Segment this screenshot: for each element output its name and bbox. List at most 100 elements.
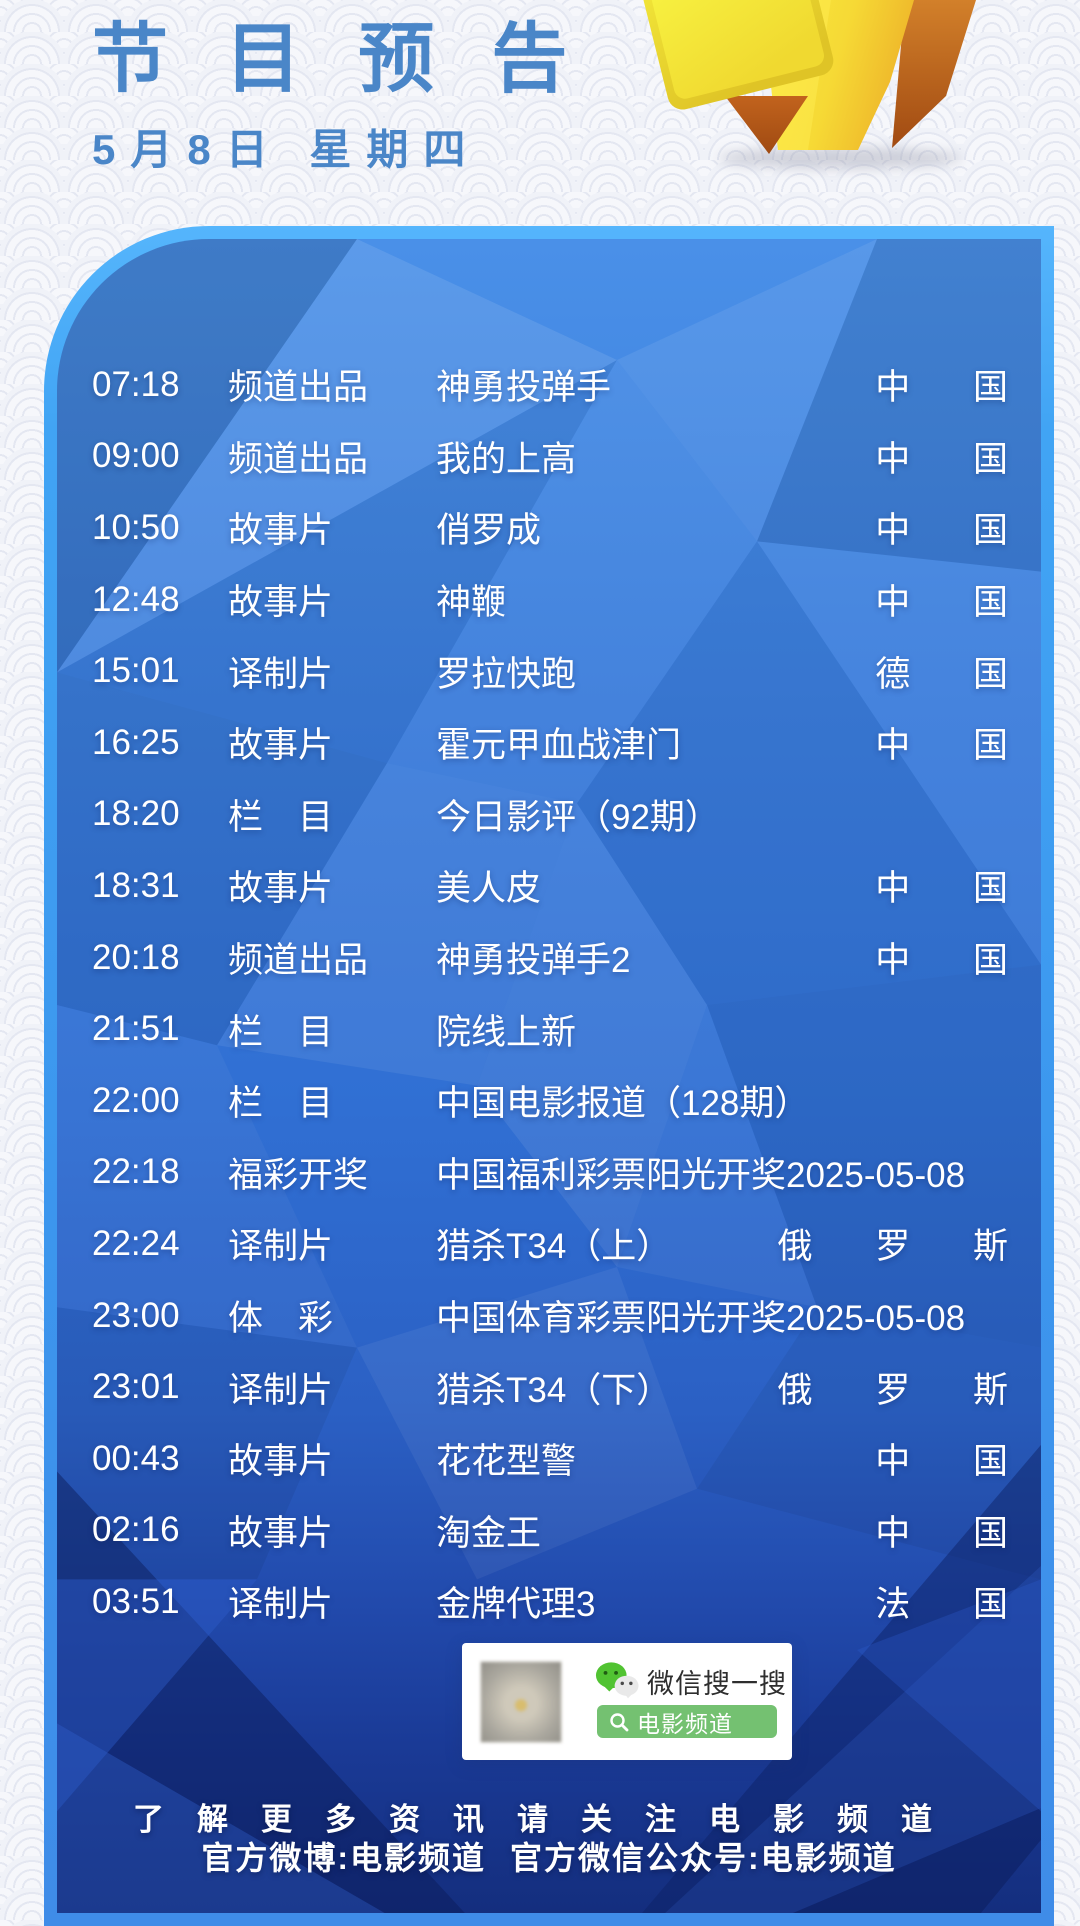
row-title: 我的上高 (436, 439, 577, 479)
row-time: 07:18 (92, 364, 180, 404)
row-title: 美人皮 (436, 869, 542, 909)
row-title: 神勇投弹手 (436, 368, 612, 408)
row-country: 俄 罗 斯 (777, 1227, 1008, 1267)
schedule-row: 22:18 福彩开奖 中国福利彩票阳光开奖2025-05-08 (92, 1137, 1008, 1209)
row-category: 译制片 (228, 1370, 334, 1410)
row-category: 故事片 (228, 511, 334, 551)
schedule-row: 23:01 译制片 猎杀T34（下） 俄 罗 斯 (92, 1351, 1008, 1423)
row-category: 译制片 (228, 1227, 334, 1267)
row-country: 中 国 (875, 511, 1008, 551)
schedule-panel: 07:18 频道出品 神勇投弹手 中 国 09:00 频道出品 我的上高 中 国… (44, 226, 1054, 1926)
row-title: 猎杀T34（上） (436, 1227, 672, 1267)
row-category: 故事片 (228, 726, 334, 766)
schedule-row: 02:16 故事片 淘金王 中 国 (92, 1495, 1008, 1567)
schedule-row: 12:48 故事片 神鞭 中 国 (92, 564, 1008, 636)
row-time: 10:50 (92, 507, 180, 547)
row-title: 院线上新 (436, 1012, 577, 1052)
page-header: 节 目 预 告 5月8日 星期四 (92, 18, 585, 177)
row-time: 12:48 (92, 579, 180, 619)
page-date: 5月8日 星期四 (92, 125, 481, 173)
row-time: 18:20 (92, 794, 180, 834)
row-time: 15:01 (92, 651, 180, 691)
row-category: 译制片 (228, 654, 334, 694)
schedule-row: 20:18 频道出品 神勇投弹手2 中 国 (92, 922, 1008, 994)
row-category: 频道出品 (228, 941, 369, 981)
schedule-row: 18:20 栏 目 今日影评（92期） (92, 779, 1008, 851)
channel-logo-icon (641, 0, 976, 169)
schedule-row: 10:50 故事片 俏罗成 中 国 (92, 492, 1008, 564)
row-time: 20:18 (92, 937, 180, 977)
row-country: 中 国 (875, 1442, 1008, 1482)
footer-weibo: 官方微博:电影频道 (201, 1840, 486, 1876)
row-country: 中 国 (875, 1513, 1008, 1553)
row-time: 18:31 (92, 865, 180, 905)
row-title: 俏罗成 (436, 511, 542, 551)
schedule-panel-background: 07:18 频道出品 神勇投弹手 中 国 09:00 频道出品 我的上高 中 国… (57, 239, 1041, 1913)
row-time: 23:01 (92, 1367, 180, 1407)
row-time: 16:25 (92, 722, 180, 762)
row-country: 中 国 (875, 583, 1008, 623)
row-title: 金牌代理3 (436, 1585, 596, 1625)
row-category: 译制片 (228, 1585, 334, 1625)
row-time: 00:43 (92, 1438, 180, 1478)
wechat-search-label: 微信搜一搜 (647, 1668, 787, 1699)
row-country: 中 国 (875, 368, 1008, 408)
row-title: 花花型警 (436, 1442, 577, 1482)
row-country: 俄 罗 斯 (777, 1370, 1008, 1410)
page-title: 节 目 预 告 (92, 17, 586, 102)
qr-code (480, 1661, 562, 1743)
schedule-row: 21:51 栏 目 院线上新 (92, 993, 1008, 1065)
row-title: 今日影评（92期） (436, 797, 720, 837)
wechat-brand-row: 微信搜一搜 (595, 1661, 787, 1701)
schedule-rows: 07:18 频道出品 神勇投弹手 中 国 09:00 频道出品 我的上高 中 国… (92, 349, 1008, 1638)
wechat-search-card: 微信搜一搜 电影频道 (462, 1643, 792, 1760)
row-category: 栏 目 (228, 1084, 334, 1124)
schedule-row: 22:00 栏 目 中国电影报道（128期） (92, 1065, 1008, 1137)
schedule-row: 22:24 译制片 猎杀T34（上） 俄 罗 斯 (92, 1208, 1008, 1280)
row-time: 22:24 (92, 1223, 180, 1263)
footer-accounts: 官方微博:电影频道 官方微信公众号:电影频道 (57, 1833, 1041, 1879)
schedule-row: 03:51 译制片 金牌代理3 法 国 (92, 1566, 1008, 1638)
row-time: 21:51 (92, 1009, 180, 1049)
row-time: 22:18 (92, 1152, 180, 1192)
row-category: 栏 目 (228, 797, 334, 837)
row-title: 神鞭 (436, 583, 507, 623)
row-title: 中国福利彩票阳光开奖2025-05-08 (436, 1155, 966, 1195)
row-title: 中国体育彩票阳光开奖2025-05-08 (436, 1299, 966, 1339)
row-category: 故事片 (228, 1442, 334, 1482)
wechat-icon (595, 1662, 639, 1699)
search-icon (610, 1712, 629, 1731)
row-category: 频道出品 (228, 368, 369, 408)
row-time: 03:51 (92, 1581, 180, 1621)
row-time: 09:00 (92, 436, 180, 476)
row-title: 神勇投弹手2 (436, 941, 631, 981)
row-category: 故事片 (228, 1513, 334, 1553)
row-title: 淘金王 (436, 1513, 542, 1553)
footer-follow-text: 了解更多资讯请关注电影频道 (133, 1802, 965, 1837)
row-time: 02:16 (92, 1510, 180, 1550)
schedule-row: 16:25 故事片 霍元甲血战津门 中 国 (92, 707, 1008, 779)
schedule-row: 00:43 故事片 花花型警 中 国 (92, 1423, 1008, 1495)
schedule-row: 07:18 频道出品 神勇投弹手 中 国 (92, 349, 1008, 421)
row-country: 中 国 (875, 726, 1008, 766)
row-category: 频道出品 (228, 439, 369, 479)
row-country: 中 国 (875, 439, 1008, 479)
row-country: 法 国 (875, 1585, 1008, 1625)
row-time: 23:00 (92, 1295, 180, 1335)
row-title: 罗拉快跑 (436, 654, 577, 694)
schedule-row: 18:31 故事片 美人皮 中 国 (92, 850, 1008, 922)
row-country: 德 国 (875, 654, 1008, 694)
row-category: 体 彩 (228, 1299, 334, 1339)
footer-wechat-official: 官方微信公众号:电影频道 (510, 1840, 897, 1876)
lowpoly-facets-decoration (57, 239, 1041, 1913)
row-title: 中国电影报道（128期） (436, 1084, 810, 1124)
row-category: 故事片 (228, 583, 334, 623)
row-title: 霍元甲血战津门 (436, 726, 682, 766)
schedule-row: 23:00 体 彩 中国体育彩票阳光开奖2025-05-08 (92, 1280, 1008, 1352)
row-time: 22:00 (92, 1080, 180, 1120)
row-country: 中 国 (875, 869, 1008, 909)
row-category: 故事片 (228, 869, 334, 909)
schedule-row: 09:00 频道出品 我的上高 中 国 (92, 421, 1008, 493)
wechat-search-term: 电影频道 (637, 1710, 733, 1737)
